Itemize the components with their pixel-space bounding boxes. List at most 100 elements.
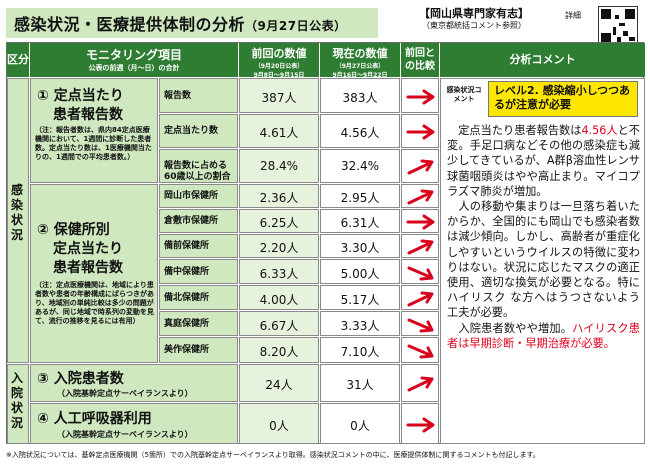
section-4-block: ④ 人工呼吸器利用 （入院基幹定点サーベイランスより） [30,403,238,444]
previous-value: 6.67人 [259,318,299,333]
current-value: 3.30人 [340,241,380,255]
previous-value-cell: 2.20人 [239,234,319,258]
row-label: 報告数に占める60歳以上の割合 [164,161,231,182]
analysis-table: 区分 モニタリング項目 公表の前週（月～日）の合計 前回の数値 （9月20日公表… [6,42,645,444]
publish-date: （9月27日公表） [245,19,347,33]
current-value-cell: 5.00人 [320,259,400,284]
level-badge: レベル2. 感染縮小しつつあるが注意が必要 [488,81,638,117]
previous-value-cell: 4.61人 [239,114,319,148]
previous-value: 28.4% [259,159,299,173]
page-title: 感染状況・医療提供体制の分析（9月27日公表） [14,15,347,34]
column-header-compare: 前回との比較 [401,43,439,77]
previous-value-cell: 6.25人 [239,209,319,233]
current-value-cell: 31人 [320,364,400,402]
category-infection: 感染状況 [7,78,29,363]
compare-cell [401,78,439,113]
previous-value-cell: 387人 [239,78,319,113]
trend-arrow-up-right-icon [407,159,434,175]
section-2-title-c: 患者報告数 [53,260,123,276]
section-3-note: （入院基幹定点サーベイランスより） [57,389,193,398]
current-value-cell: 32.4% [320,149,400,183]
row-label: 美作保健所 [164,345,210,355]
row-label-cell: 倉敷市保健所 [159,209,238,233]
previous-value-cell: 6.67人 [239,311,319,336]
previous-value-cell: 24人 [239,364,319,402]
previous-value: 6.25人 [259,216,299,230]
current-value: 4.56人 [340,126,380,140]
current-value: 6.31人 [340,216,380,230]
row-label: 報告数 [164,90,192,101]
current-value-cell: 6.31人 [320,209,400,233]
trend-arrow-down-right-icon [407,344,434,359]
row-label: 備前保健所 [164,241,210,251]
current-value-cell: 0人 [320,403,400,444]
previous-value: 387人 [261,90,297,105]
detail-label: 詳細 [565,11,581,20]
current-value-cell: 383人 [320,78,400,113]
current-value: 31人 [346,378,374,392]
section-2-title-b: 定点当たり [53,241,123,257]
trend-arrow-up-right-icon [407,239,434,255]
compare-cell [401,209,439,233]
current-value-cell: 2.95人 [320,184,400,208]
previous-value: 2.36人 [259,191,299,205]
row-label-cell: 報告数 [159,78,238,113]
column-header-current: 現在の数値 （9月27日公表） 9月16日～9月22日 [320,43,400,79]
section-1-title-b: 患者報告数 [53,107,123,123]
title-band [6,8,378,38]
row-label-cell: 美作保健所 [159,337,238,363]
column-header-category: 区分 [7,43,29,77]
section-4-note: （入院基幹定点サーベイランスより） [57,430,193,439]
section-1-title-a: ① 定点当たり [37,88,124,104]
section-2-title-a: ② 保健所別 [37,222,110,238]
row-label-cell: 岡山市保健所 [159,184,238,208]
section-1-block: ① 定点当たり 患者報告数 （注：報告者数は、県内84定点医療機関において、1週… [30,78,158,183]
current-value-cell: 3.30人 [320,234,400,258]
previous-value: 2.20人 [259,241,299,255]
expert-group-sublabel: （東京都統括コメント参照） [422,21,526,30]
previous-value-cell: 6.33人 [239,259,319,284]
current-value: 383人 [342,90,378,105]
qr-code-icon[interactable] [598,6,638,46]
previous-value-cell: 2.36人 [239,184,319,208]
previous-value-cell: 4.00人 [239,285,319,310]
current-value: 3.33人 [340,318,380,333]
trend-arrow-down-right-icon [407,266,434,280]
section-4-title: ④ 人工呼吸器利用 [37,411,152,427]
column-header-monitoring: モニタリング項目 公表の前週（月～日）の合計 [30,43,238,77]
row-label-cell: 定点当たり数 [159,114,238,148]
current-value: 5.00人 [340,266,380,281]
row-label: 定点当たり数 [164,126,219,136]
expert-group-label: 【岡山県専門家有志】 [419,7,529,20]
section-3-title: ③ 入院患者数 [37,371,124,387]
row-label-cell: 備中保健所 [159,259,238,284]
trend-arrow-down-right-icon [407,318,434,332]
previous-value: 6.33人 [259,266,299,281]
compare-cell [401,364,439,402]
column-header-previous: 前回の数値 （9月20日公表） 9月8日～9月15日 [239,43,319,79]
compare-cell [401,259,439,284]
compare-cell [401,149,439,183]
previous-value: 24人 [265,378,293,392]
current-value-cell: 7.10人 [320,337,400,363]
current-value-cell: 3.33人 [320,311,400,336]
comment-body: 定点当たり患者報告数は4.56人と不変。手足口病などその他の感染症も減少してきて… [447,123,640,351]
trend-arrow-right-icon [406,214,435,230]
current-value: 0人 [350,418,370,433]
previous-value: 8.20人 [259,345,299,359]
trend-arrow-right-icon [406,89,435,104]
trend-arrow-up-right-icon [407,291,434,306]
row-label: 倉敷市保健所 [164,216,219,226]
trend-arrow-up-right-icon [407,376,434,392]
previous-value-cell: 0人 [239,403,319,444]
comment-area [440,78,645,444]
trend-arrow-up-right-icon [407,189,434,205]
footnote: ※入院状況については、基幹定点医療機関（5箇所）での入院基幹定点サーベイランスよ… [6,451,540,459]
row-label: 備北保健所 [164,292,210,303]
comment-paragraph-3: 入院患者数やや増加。ハイリスク患者は早期診断・早期治療が必要。 [447,321,640,350]
previous-value: 0人 [269,418,289,433]
compare-cell [401,114,439,148]
trend-arrow-right-icon [406,124,435,140]
previous-value-cell: 8.20人 [239,337,319,363]
section-3-block: ③ 入院患者数 （入院基幹定点サーベイランスより） [30,364,238,402]
